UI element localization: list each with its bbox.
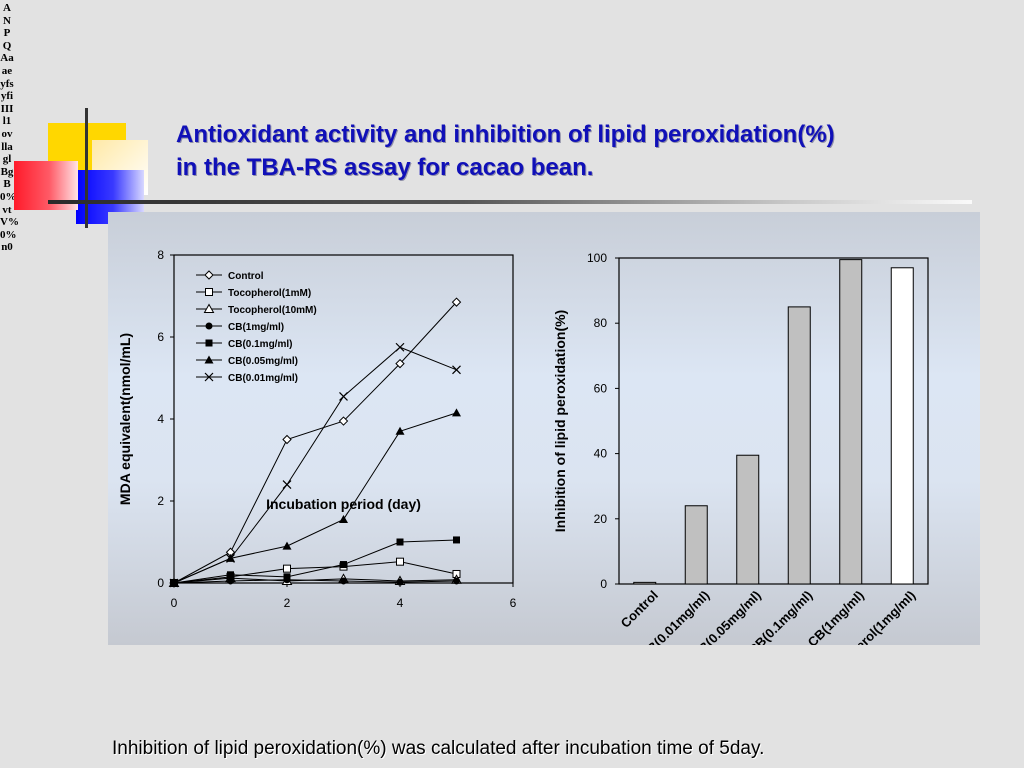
line-point-5-5 [453,536,460,544]
line-point-5-3 [340,561,347,569]
legend-marker-3 [203,303,215,313]
line-point-6-3 [339,514,348,523]
bar-3 [736,454,760,585]
line-point-2-2 [283,564,291,573]
footnote: Inhibition of lipid peroxidation(%) was … [112,738,765,759]
slide-title: Antioxidant activity and inhibition of l… [176,118,976,184]
title-line-1: Antioxidant activity and inhibition of l… [176,121,835,148]
line-point-7-0 [169,578,179,588]
legend-marker-1 [204,270,214,280]
line-point-4-4 [396,578,404,586]
legend-label-7: CB(0.01mg/ml) [228,373,298,384]
line-point-1-4 [395,358,405,369]
legend-marker-4 [205,322,213,330]
bar-chart-ytick-label: 20 [594,512,608,526]
line-point-7-4 [395,342,405,352]
bar-chart-ytick-label: 80 [594,316,608,330]
legend-label-5: CB(0.1mg/ml) [228,339,292,350]
line-chart-xtick-label: 6 [510,596,517,610]
bar-chart-plot-area [618,257,929,585]
bar-chart-ytick-label: 100 [587,251,607,265]
bar-chart-ytick-label: 60 [594,381,608,395]
legend-label-1: Control [228,271,264,282]
line-chart-xtick-label: 0 [171,596,178,610]
bar-1 [633,581,657,585]
legend-label-4: CB(1mg/ml) [228,322,284,333]
line-point-7-5 [452,365,461,375]
line-point-1-3 [338,416,349,426]
line-series-1 [173,301,457,584]
line-point-4-1 [227,577,234,585]
bar-chart-ytick-label: 40 [594,447,608,461]
line-point-5-1 [227,571,234,579]
line-point-7-1 [226,553,235,563]
title-line-2: in the TBA-RS assay for cacao bean. [176,154,594,181]
line-series-2 [173,561,457,584]
chart-panel: 0 2 4 6 8 0 2 4 6 MDA equivalent(nmol/mL) Incubati… [108,212,980,645]
decor-vertical-line [85,108,88,228]
bar-chart-ytick-label: 0 [600,577,607,591]
bar-6 [890,267,914,585]
line-series-4 [173,579,457,584]
title-underline [48,200,972,204]
line-chart-ylabel: MDA equivalent(nmol/mL) [117,333,133,505]
line-point-6-2 [282,541,292,550]
bar-5 [839,259,863,585]
line-point-6-5 [452,408,461,417]
line-point-1-5 [451,297,462,307]
line-point-5-2 [283,573,291,581]
line-point-1-2 [282,434,292,445]
line-chart-xlabel: Incubation period (day) [266,496,421,512]
line-point-4-5 [453,577,460,585]
legend-label-6: CB(0.05mg/ml) [228,356,298,367]
line-chart-ytick-label: 0 [157,576,164,590]
bar-chart-ylabel: Inhibition of lipid peroxidation(%) [552,310,568,532]
legend-marker-7 [204,372,214,382]
line-chart-ytick-label: 6 [157,330,164,344]
legend-label-3: Tocopherol(10mM) [228,305,317,316]
line-chart-ytick-label: 2 [157,494,164,508]
side-text-column: ANPQAaaeyfsyfiIIIl1ovllaglBgB0%vtV%0%n0 [0,2,19,254]
line-chart-ytick-label: 4 [157,412,164,426]
line-point-7-3 [339,392,348,401]
line-chart-ytick-label: 8 [157,248,164,262]
line-series-5 [173,539,457,584]
line-point-4-3 [340,577,347,585]
bar-4 [787,306,811,585]
line-series-7 [173,346,457,584]
legend-marker-6 [204,355,214,364]
line-point-7-2 [282,480,292,490]
legend-marker-2 [205,288,213,296]
bar-category-label-1: Control [618,588,661,631]
line-point-2-4 [396,557,404,566]
line-point-6-4 [395,426,405,435]
line-chart-xtick-label: 2 [284,596,291,610]
legend-marker-5 [205,339,213,347]
line-point-5-4 [396,538,404,546]
legend-label-2: Tocopherol(1mM) [228,288,311,299]
line-chart-xtick-label: 4 [397,596,404,610]
bar-2 [684,505,708,585]
